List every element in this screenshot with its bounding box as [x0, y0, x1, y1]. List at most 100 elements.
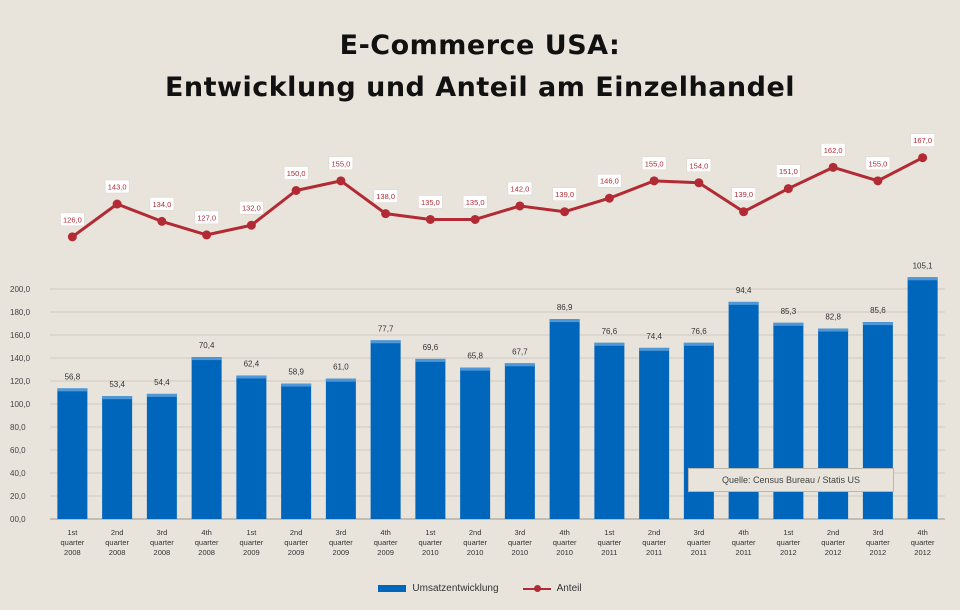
bar-value-label: 82,8	[825, 313, 841, 322]
bar-value-label: 77,7	[378, 324, 394, 333]
legend-swatch-line	[522, 585, 551, 592]
bar-value-label: 94,4	[736, 286, 752, 295]
anteil-value-label: 155,0	[868, 159, 887, 168]
y-tick-label: 20,0	[10, 492, 26, 501]
anteil-label-box	[373, 189, 398, 203]
bar-value-label: 85,3	[781, 307, 797, 316]
bar-value-label: 67,7	[512, 347, 528, 356]
legend-item-anteil: Anteil	[522, 583, 582, 594]
y-tick-label: 140,0	[10, 354, 31, 363]
legend-label-anteil: Anteil	[556, 583, 582, 594]
bar-cap	[907, 277, 938, 281]
x-tick-label: quarter	[329, 538, 353, 547]
x-tick-label: 1st	[783, 528, 794, 537]
anteil-label-box	[60, 212, 85, 227]
bar	[191, 357, 222, 519]
bar	[281, 383, 312, 519]
anteil-label-box	[283, 166, 309, 180]
x-tick-label: quarter	[105, 538, 129, 547]
x-tick-label: 1st	[246, 528, 257, 537]
bar-value-label: 76,6	[602, 327, 618, 336]
anteil-label-box	[462, 195, 488, 209]
anteil-point	[112, 199, 122, 209]
x-tick-label: 2012	[870, 548, 887, 557]
anteil-point	[381, 209, 391, 219]
source-note: Quelle: Census Bureau / Statis US	[688, 468, 894, 492]
bar-value-label: 61,0	[333, 363, 349, 372]
bar-cap	[415, 358, 446, 362]
anteil-value-label: 143,0	[108, 183, 127, 192]
anteil-label-box	[418, 195, 443, 209]
anteil-value-label: 151,0	[779, 167, 798, 176]
x-tick-label: 2nd	[111, 528, 124, 537]
anteil-point	[202, 230, 212, 240]
bar-value-label: 74,4	[646, 332, 662, 341]
x-tick-label: 4th	[917, 528, 927, 537]
y-tick-label: 120,0	[10, 377, 31, 386]
anteil-point	[515, 201, 525, 211]
x-tick-label: 2011	[736, 548, 752, 557]
x-tick-label: quarter	[284, 538, 308, 547]
bar-cap	[191, 357, 222, 361]
bar	[504, 363, 535, 519]
bar-value-label: 86,9	[557, 303, 573, 312]
x-tick-label: quarter	[508, 538, 532, 547]
anteil-label-box	[776, 164, 801, 178]
x-tick-label: quarter	[776, 538, 800, 547]
anteil-label-box	[552, 187, 577, 201]
x-tick-label: 2nd	[290, 528, 303, 537]
x-tick-label: 2011	[691, 548, 707, 557]
x-tick-label: 4th	[201, 528, 211, 537]
anteil-point	[604, 193, 614, 203]
anteil-value-label: 167,0	[913, 136, 932, 145]
bar-cap	[594, 342, 625, 346]
bar-cap	[728, 301, 759, 305]
bar-value-label: 85,6	[870, 306, 886, 315]
anteil-label-box	[239, 200, 264, 215]
anteil-label-box	[104, 179, 130, 194]
bar-value-label: 69,6	[423, 343, 439, 352]
bar-cap	[460, 367, 491, 371]
anteil-point	[425, 214, 435, 224]
anteil-label-box	[865, 156, 891, 171]
anteil-value-label: 162,0	[824, 146, 843, 155]
bar	[549, 319, 580, 519]
x-tick-label: 1st	[425, 528, 436, 537]
y-tick-label: 00,0	[10, 515, 26, 524]
anteil-value-label: 134,0	[152, 200, 171, 209]
bar-cap	[862, 322, 893, 326]
anteil-line	[71, 156, 924, 239]
bar-cap	[325, 378, 356, 382]
bar-cap	[549, 319, 580, 323]
x-tick-label: 2011	[601, 548, 617, 557]
anteil-point	[157, 216, 167, 226]
anteil-label-box	[686, 158, 712, 173]
bar-value-label: 54,4	[154, 378, 170, 387]
bar-cap	[370, 340, 401, 344]
bar-value-label: 58,9	[288, 368, 304, 377]
chart-title-line-1: E-Commerce USA:	[339, 30, 621, 61]
x-tick-label: 3rd	[335, 528, 346, 537]
x-tick-label: quarter	[866, 538, 890, 547]
y-tick-label: 200,0	[10, 285, 31, 294]
anteil-point	[291, 186, 301, 195]
anteil-value-label: 150,0	[287, 169, 306, 178]
legend: Umsatzentwicklung Anteil	[0, 583, 960, 594]
bar-value-label: 56,8	[65, 372, 81, 381]
x-tick-label: 4th	[380, 528, 390, 537]
x-tick-label: 2009	[243, 548, 260, 557]
x-tick-label: 2nd	[469, 528, 482, 537]
anteil-value-label: 154,0	[689, 161, 708, 170]
anteil-value-label: 138,0	[376, 192, 395, 201]
anteil-value-label: 146,0	[600, 177, 619, 186]
x-tick-label: 3rd	[156, 528, 167, 537]
x-tick-label: quarter	[239, 538, 263, 547]
x-tick-label: 2009	[377, 548, 394, 557]
anteil-point	[246, 220, 256, 230]
anteil-value-label: 135,0	[466, 198, 485, 207]
anteil-point	[694, 178, 704, 188]
x-tick-label: 3rd	[693, 528, 704, 537]
anteil-point	[918, 153, 928, 163]
bar	[236, 375, 267, 519]
